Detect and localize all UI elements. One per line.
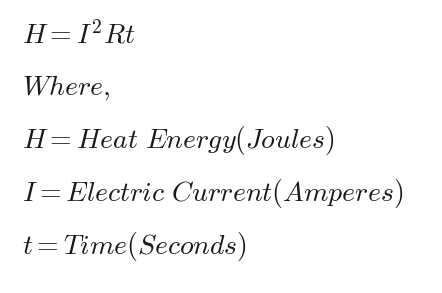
Text: $\mathit{Where,}$: $\mathit{Where,}$ [22,74,110,102]
Text: $\mathit{H = Heat\ Energy(Joules)}$: $\mathit{H = Heat\ Energy(Joules)}$ [22,124,335,157]
Text: $\mathit{H = I^2Rt}$: $\mathit{H = I^2Rt}$ [22,21,136,50]
Text: $\mathit{t = Time(Seconds)}$: $\mathit{t = Time(Seconds)}$ [22,230,247,263]
Text: $\mathit{I = Electric\ Current(Amperes)}$: $\mathit{I = Electric\ Current(Amperes)}… [22,177,404,210]
